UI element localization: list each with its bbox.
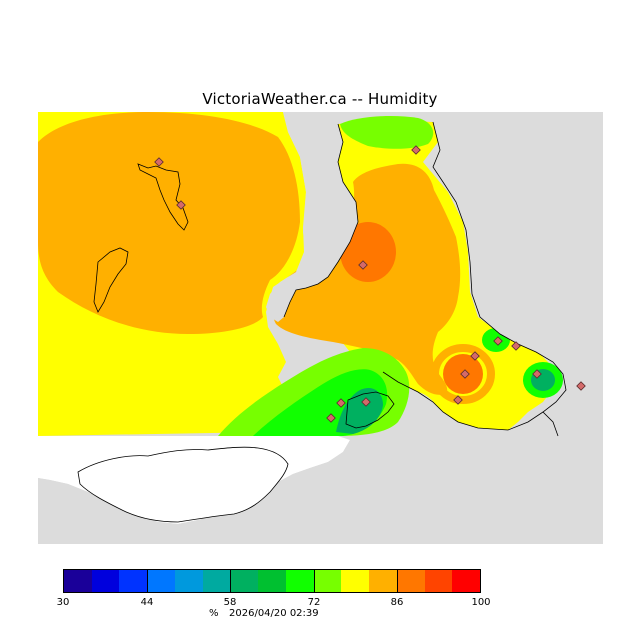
humidity-map-svg <box>38 112 603 544</box>
water-bay-south <box>413 392 438 411</box>
station-marker[interactable] <box>176 200 186 210</box>
coastline-harbor <box>345 391 395 429</box>
coastline-south-peninsula <box>382 371 544 431</box>
coastline-east-shore <box>283 123 359 318</box>
coverage-orange-ring <box>431 344 495 404</box>
station-marker[interactable] <box>576 381 586 391</box>
legend-tick <box>397 569 398 593</box>
legend-label-86: 86 <box>390 597 404 608</box>
water-inlet-main <box>266 112 358 322</box>
timestamp: 2026/04/20 02:39 <box>229 608 319 619</box>
coverage-orange-west <box>38 112 300 334</box>
station-marker[interactable] <box>358 260 368 270</box>
coastline-central <box>432 121 567 437</box>
coastline-islet-west <box>93 247 129 313</box>
legend-units: % <box>209 608 219 619</box>
coverage-dark-orange-north <box>340 222 396 282</box>
station-marker[interactable] <box>470 351 480 361</box>
coastline-west-island <box>137 163 189 231</box>
legend-swatch <box>396 570 425 592</box>
legend-swatch <box>258 570 286 592</box>
legend-label-44: 44 <box>140 597 154 608</box>
legend-label-58: 58 <box>223 597 237 608</box>
station-marker[interactable] <box>493 336 503 346</box>
legend-swatch <box>119 570 148 592</box>
legend-color-bar <box>63 569 481 593</box>
station-marker[interactable] <box>154 157 164 167</box>
legend-swatch <box>285 570 314 592</box>
legend-swatch <box>64 570 92 592</box>
map-title: VictoriaWeather.ca -- Humidity <box>202 90 438 108</box>
legend-label-100: 100 <box>471 597 491 608</box>
station-markers <box>154 145 586 423</box>
land-south-island <box>77 446 289 523</box>
legend-swatch <box>147 570 175 592</box>
station-marker[interactable] <box>511 341 521 351</box>
water-east-inlet <box>433 112 603 436</box>
legend-swatch <box>91 570 120 592</box>
legend-tick <box>147 569 148 593</box>
legend-swatch <box>424 570 453 592</box>
legend-tick <box>314 569 315 593</box>
legend-swatch <box>230 570 259 592</box>
legend-label-72: 72 <box>307 597 321 608</box>
legend-swatch <box>452 570 481 592</box>
station-marker[interactable] <box>453 395 463 405</box>
station-marker[interactable] <box>460 369 470 379</box>
coverage-green-north <box>340 116 434 149</box>
legend-swatch <box>369 570 397 592</box>
legend-swatch <box>202 570 231 592</box>
station-marker[interactable] <box>336 398 346 408</box>
legend-tick <box>230 569 231 593</box>
legend-swatch <box>341 570 370 592</box>
legend-swatch <box>174 570 203 592</box>
station-marker[interactable] <box>532 369 542 379</box>
station-marker[interactable] <box>326 413 336 423</box>
legend-swatch <box>313 570 342 592</box>
land-southwest <box>38 436 603 544</box>
humidity-legend <box>63 569 481 593</box>
station-marker[interactable] <box>411 145 421 155</box>
legend-label-30: 30 <box>56 597 70 608</box>
humidity-map[interactable] <box>38 112 603 544</box>
coverage-teal <box>336 387 383 434</box>
station-marker[interactable] <box>361 397 371 407</box>
